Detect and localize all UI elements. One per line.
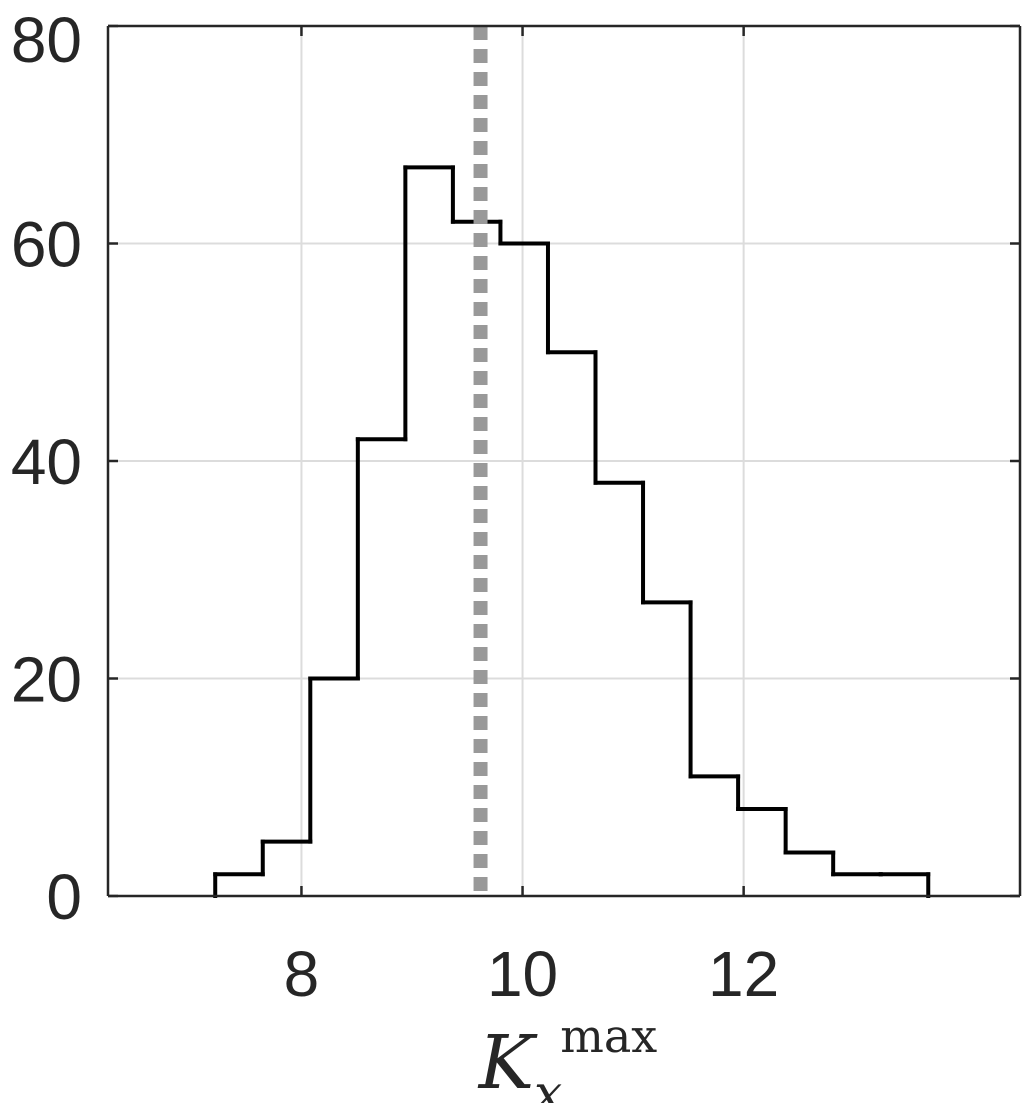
grid-lines <box>108 25 1020 897</box>
y-tick-label-4: 80 <box>11 4 82 76</box>
histogram-data <box>213 26 931 898</box>
x-axis-label-superscript: max <box>560 1009 657 1063</box>
x-tick-label-1: 10 <box>487 938 558 1010</box>
x-axis-label-main: K <box>477 1020 538 1103</box>
x-tick-label-0: 8 <box>284 938 320 1010</box>
tick-labels: 8 10 12 0 20 40 60 80 <box>11 4 779 1010</box>
axes <box>106 24 1022 898</box>
y-tick-label-2: 40 <box>11 426 82 498</box>
x-axis-label-subscript: x <box>534 1064 562 1103</box>
x-tick-label-2: 12 <box>708 938 779 1010</box>
y-tick-label-3: 60 <box>11 209 82 281</box>
x-axis-label: Kxmax <box>477 1009 658 1103</box>
y-tick-label-0: 0 <box>46 861 82 933</box>
y-tick-label-1: 20 <box>11 644 82 716</box>
